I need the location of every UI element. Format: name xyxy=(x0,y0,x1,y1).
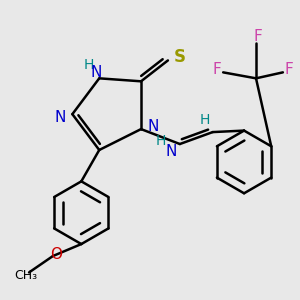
Text: N: N xyxy=(55,110,66,125)
Text: H: H xyxy=(155,134,166,148)
Text: N: N xyxy=(147,118,159,134)
Text: H: H xyxy=(84,58,94,72)
Text: F: F xyxy=(284,62,293,77)
Text: N: N xyxy=(165,144,177,159)
Text: F: F xyxy=(253,29,262,44)
Text: O: O xyxy=(50,247,62,262)
Text: S: S xyxy=(174,48,186,66)
Text: H: H xyxy=(200,113,210,127)
Text: N: N xyxy=(91,65,102,80)
Text: F: F xyxy=(213,62,222,77)
Text: CH₃: CH₃ xyxy=(14,269,38,282)
